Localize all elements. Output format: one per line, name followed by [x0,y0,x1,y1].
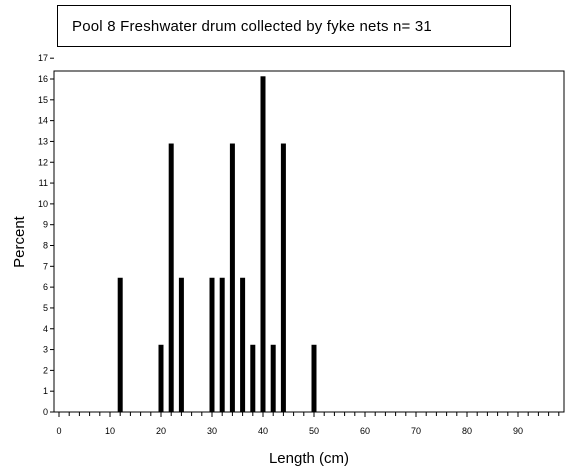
bar-30cm [209,277,215,412]
x-tick-label: 0 [56,426,61,436]
y-tick-label: 1 [43,386,48,396]
bar-32cm [219,277,225,412]
y-tick-label: 3 [43,345,48,355]
x-tick-label: 30 [207,426,217,436]
y-tick-label: 10 [38,199,48,209]
bar-40cm [260,76,266,412]
y-tick-label: 13 [38,136,48,146]
x-tick-label: 40 [258,426,268,436]
x-tick-label: 70 [411,426,421,436]
x-tick-label: 80 [462,426,472,436]
bar-12cm [117,277,123,412]
y-tick-label: 12 [38,157,48,167]
x-axis: 0 10 20 30 40 50 60 70 80 90 [56,412,560,436]
x-tick-label: 10 [105,426,115,436]
chart-title-box: Pool 8 Freshwater drum collected by fyke… [57,5,511,47]
bar-50cm [311,344,317,412]
bar-38cm [250,344,256,412]
x-axis-label: Length (cm) [269,450,349,467]
plot-area [53,70,565,413]
y-tick-label: 9 [43,220,48,230]
bar-22cm [168,143,174,413]
bar-24cm [178,277,184,412]
y-tick-label: 5 [43,303,48,313]
y-tick-label: 4 [43,324,48,334]
y-tick-label: 8 [43,241,48,251]
y-tick-label: 0 [43,407,48,417]
y-tick-label: 15 [38,95,48,105]
bar-20cm [158,344,164,412]
y-tick-label: 7 [43,261,48,271]
bars [117,76,317,413]
y-tick-label: 6 [43,282,48,292]
x-tick-label: 20 [156,426,166,436]
bar-36cm [240,277,246,412]
x-tick-label: 60 [360,426,370,436]
y-tick-label: 17 [38,53,48,63]
y-tick-label: 11 [39,178,48,188]
y-tick-label: 16 [38,74,48,84]
bar-44cm [280,143,286,413]
x-tick-label: 90 [513,426,523,436]
x-tick-label: 50 [309,426,319,436]
y-axis-label: Percent [11,215,28,268]
chart-title: Pool 8 Freshwater drum collected by fyke… [72,18,432,35]
bar-34cm [229,143,235,413]
y-tick-label: 2 [43,365,48,375]
bar-42cm [270,344,276,412]
y-tick-label: 14 [38,116,48,126]
